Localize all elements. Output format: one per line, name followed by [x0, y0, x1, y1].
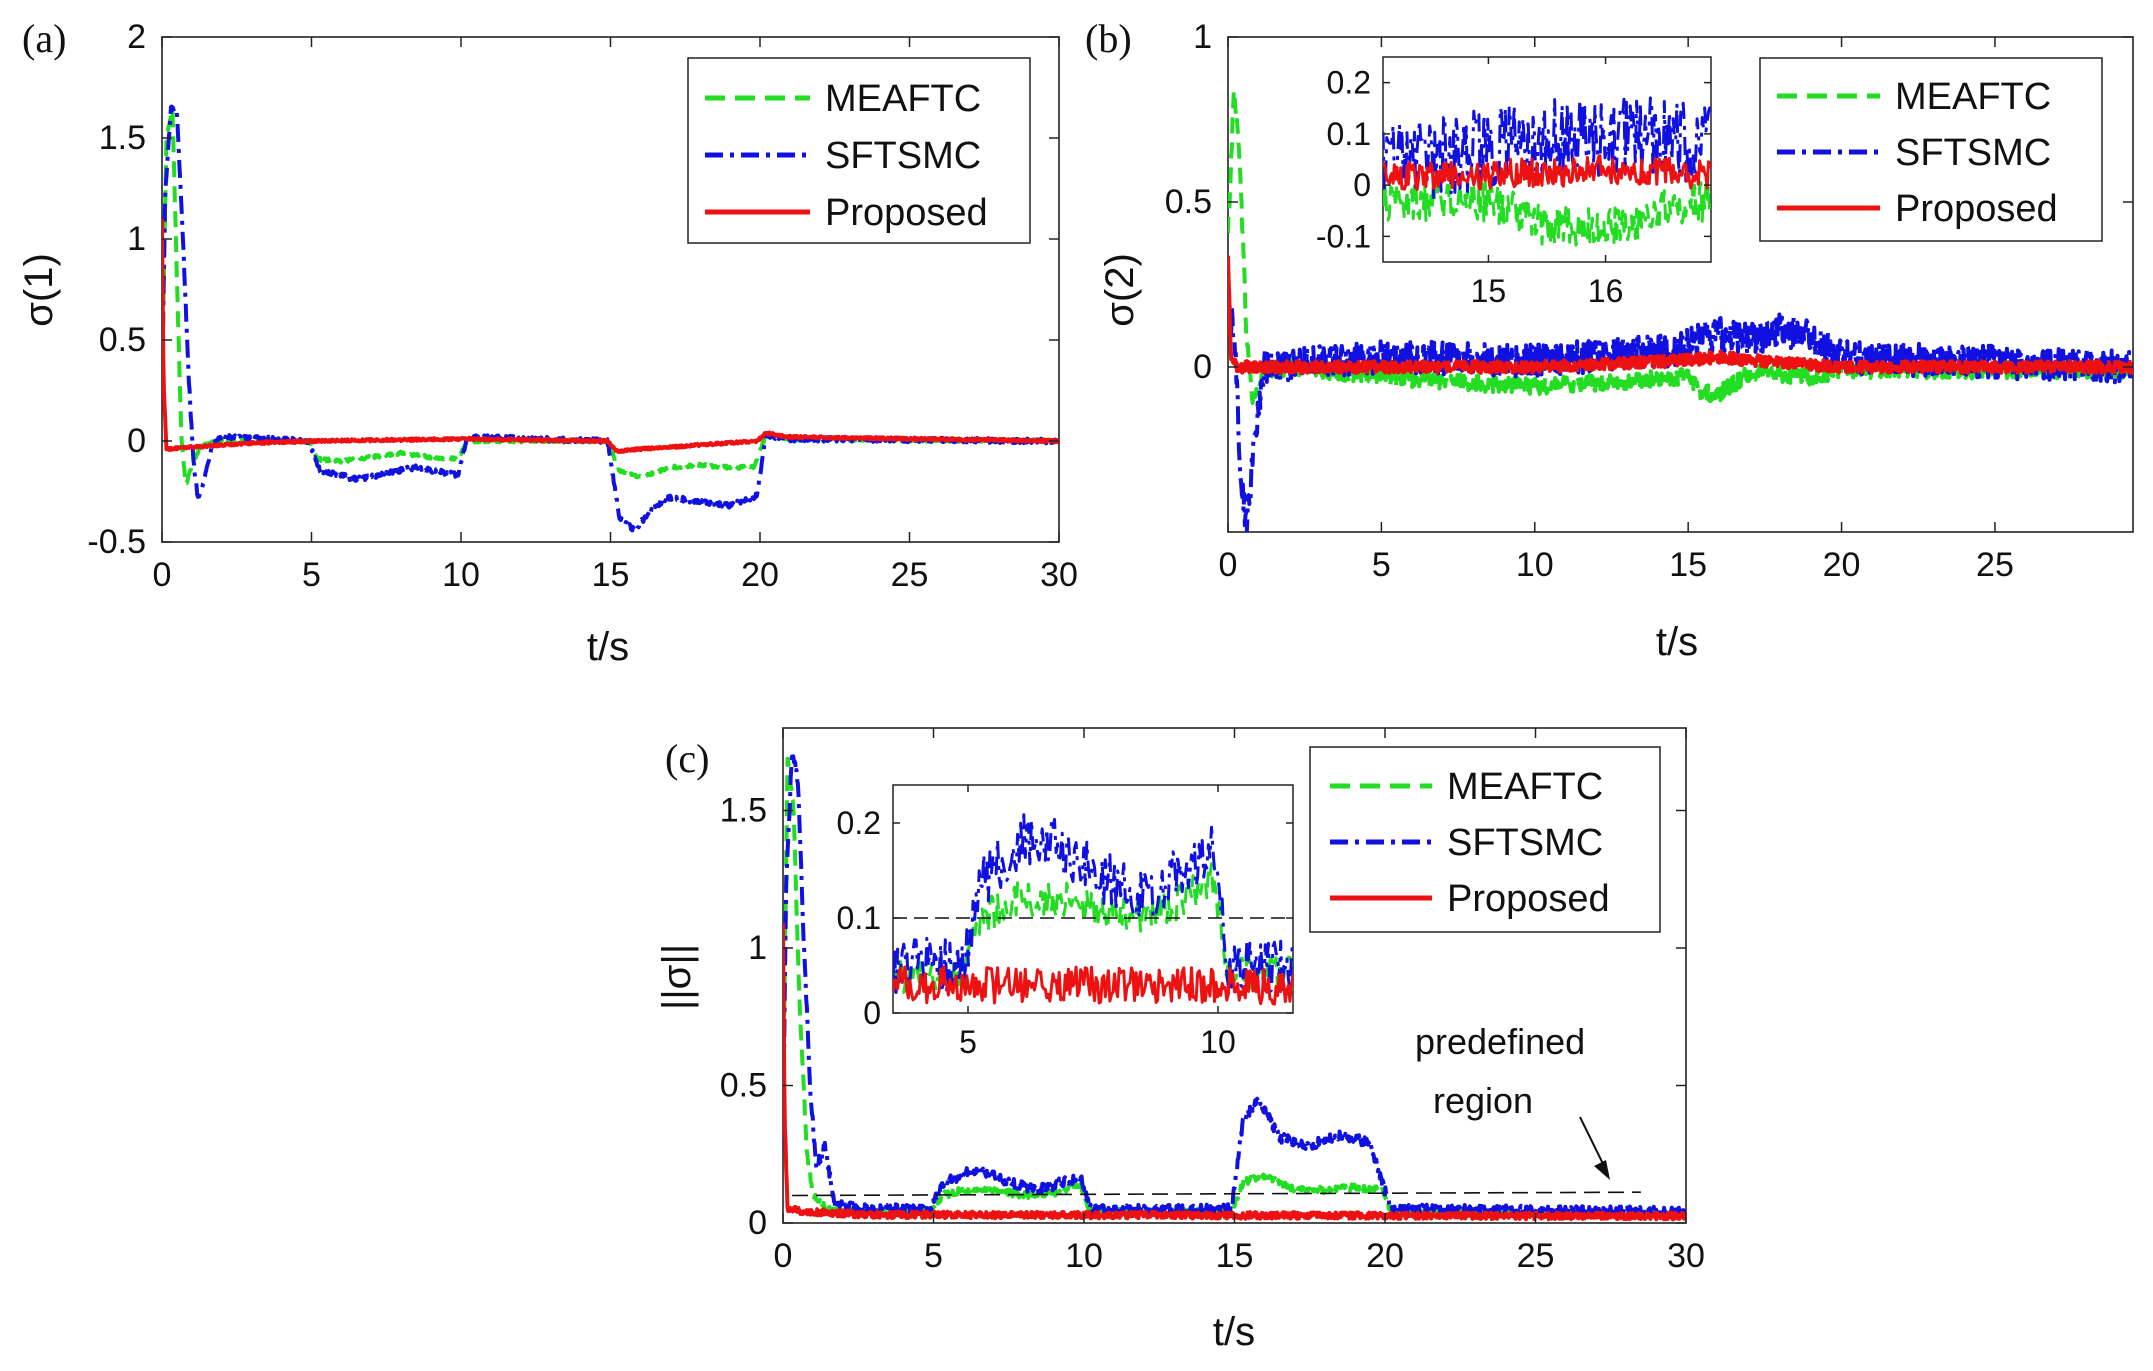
panel-b: (b) 0 5 10 15 20 25 00.51 t/s σ(2) 15 16 -0.10… [1085, 16, 2134, 664]
x-tick-label: 10 [1516, 546, 1554, 584]
panel-c-label: (c) [665, 736, 709, 781]
series-line-meaftc-inset [1383, 178, 1711, 247]
y-tick-label: 1.5 [99, 119, 146, 157]
y-tick-label: 1 [1193, 18, 1212, 56]
x-tick-label: 0 [153, 556, 172, 594]
panel-b-inset-series [1383, 96, 1711, 247]
panel-b-inset-yticks: -0.1 0 0.1 0.2 [1316, 65, 1711, 254]
x-tick-label: 15 [1216, 1237, 1254, 1275]
legend-label-proposed: Proposed [825, 192, 988, 234]
legend-label-sftsmc: SFTSMC [1895, 132, 2051, 174]
panel-a-xlabel: t/s [587, 625, 629, 669]
series-line-proposed [1228, 255, 2133, 375]
panel-a-legend: MEAFTC SFTSMC Proposed [687, 57, 1031, 244]
y-tick-label: 1.5 [720, 792, 767, 830]
predefined-region-annotation-line1: predefined [1415, 1021, 1585, 1062]
predefined-region-annotation-line2: region [1433, 1080, 1533, 1121]
x-tick-label: 15 [1669, 546, 1707, 584]
predefined-region-line [792, 1191, 1641, 1197]
legend-label-sftsmc: SFTSMC [1447, 822, 1603, 864]
x-tick-label: 30 [1667, 1237, 1705, 1275]
panel-c-yticks: 0 0.5 1 1.5 [720, 792, 1686, 1242]
x-tick-label: 16 [1588, 273, 1624, 309]
x-tick-label: 5 [302, 556, 321, 594]
panel-c-inset: 5 10 0 0.1 0.2 [837, 784, 1294, 1060]
x-tick-label: 5 [1372, 546, 1391, 584]
legend-label-sftsmc: SFTSMC [825, 135, 981, 177]
y-tick-label: 0.5 [99, 321, 146, 359]
y-tick-label: 1 [127, 220, 146, 258]
panel-c-inset-yticks: 0 0.1 0.2 [837, 805, 1293, 1031]
series-line-proposed [162, 219, 1059, 454]
panel-c-xlabel: t/s [1213, 1310, 1255, 1354]
series-line-proposed-inset [1383, 154, 1711, 192]
series-line-sftsmc [783, 749, 1686, 1219]
legend-label-proposed: Proposed [1895, 188, 2058, 230]
panel-b-xticks: 0 5 10 15 20 25 [1219, 37, 2014, 584]
panel-a-label: (a) [22, 16, 66, 61]
panel-a-ylabel: σ(1) [17, 253, 61, 327]
panel-b-label: (b) [1085, 16, 1132, 61]
panel-a: (a) 0 5 10 15 20 25 30 -0.500.511.52 t/s σ(1) … [17, 16, 1078, 669]
x-tick-label: 0 [774, 1237, 793, 1275]
panel-b-inset: 15 16 -0.100.10.2 [1316, 56, 1712, 309]
x-tick-label: 5 [959, 1024, 977, 1060]
x-tick-label: 20 [1366, 1237, 1404, 1275]
x-tick-label: 25 [1976, 546, 2014, 584]
x-tick-label: 15 [592, 556, 630, 594]
y-tick-label: 0 [1193, 348, 1212, 386]
panel-c-legend: MEAFTC SFTSMC Proposed [1309, 746, 1661, 933]
legend-label-meaftc: MEAFTC [1895, 76, 2051, 118]
y-tick-label: 2 [127, 18, 146, 56]
panel-c-inset-series [893, 813, 1293, 1006]
predefined-region-arrow [1579, 1116, 1610, 1180]
x-tick-label: 15 [1471, 273, 1507, 309]
y-tick-label: -0.5 [87, 523, 146, 561]
x-tick-label: 10 [1065, 1237, 1103, 1275]
y-tick-label: 0.1 [837, 900, 881, 936]
legend-label-meaftc: MEAFTC [1447, 766, 1603, 808]
y-tick-label: 1 [748, 929, 767, 967]
y-tick-label: 0.2 [837, 805, 881, 841]
y-tick-label: 0 [1353, 167, 1371, 203]
panel-b-xlabel: t/s [1656, 620, 1698, 664]
panel-c: (c) 0 5 10 15 20 25 30 0 0.5 1 1.5 t/s ||σ|| pred… [655, 727, 1705, 1354]
y-tick-label: 0.5 [720, 1067, 767, 1105]
legend-label-meaftc: MEAFTC [825, 78, 981, 120]
panel-a-series [162, 104, 1059, 533]
y-tick-label: -0.1 [1316, 218, 1371, 254]
x-tick-label: 25 [1517, 1237, 1555, 1275]
panel-b-legend: MEAFTC SFTSMC Proposed [1759, 57, 2103, 242]
y-tick-label: 0.5 [1165, 183, 1212, 221]
panel-c-ylabel: ||σ|| [655, 944, 699, 1010]
arrow-head [1594, 1160, 1610, 1180]
x-tick-label: 20 [741, 556, 779, 594]
x-tick-label: 25 [891, 556, 929, 594]
x-tick-label: 30 [1040, 556, 1078, 594]
y-tick-label: 0.1 [1327, 116, 1371, 152]
y-tick-label: 0 [863, 995, 881, 1031]
legend-label-proposed: Proposed [1447, 878, 1610, 920]
y-tick-label: 0.2 [1327, 65, 1371, 101]
x-tick-label: 10 [442, 556, 480, 594]
series-line-proposed-inset [893, 965, 1293, 1006]
y-tick-label: 0 [748, 1204, 767, 1242]
panel-b-yticks: 00.51 [1165, 18, 2133, 386]
panel-a-yticks: -0.5 0 0.5 1 1.5 2 [87, 18, 1059, 561]
series-line-sftsmc-inset [1383, 96, 1711, 199]
x-tick-label: 0 [1219, 546, 1238, 584]
x-tick-label: 10 [1200, 1024, 1236, 1060]
series-line-sftsmc-inset [893, 813, 1293, 995]
x-tick-label: 20 [1823, 546, 1861, 584]
panel-b-ylabel: σ(2) [1098, 253, 1142, 327]
panel-a-xticks: 0 5 10 15 20 25 30 [153, 37, 1078, 594]
y-tick-label: 0 [127, 422, 146, 460]
x-tick-label: 5 [924, 1237, 943, 1275]
series-line-meaftc [1228, 88, 2133, 406]
panel-c-inset-xticks: 5 10 [959, 785, 1236, 1060]
panel-b-series [1228, 88, 2133, 532]
panel-c-xticks: 0 5 10 15 20 25 30 [774, 728, 1705, 1275]
panel-b-inset-xticks: 15 16 [1471, 57, 1624, 309]
